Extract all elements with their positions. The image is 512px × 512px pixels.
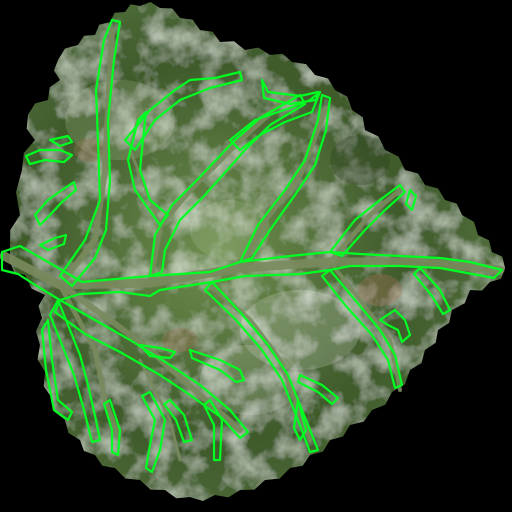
leaf-veins <box>0 27 505 462</box>
vein-segmentation-outlines <box>0 18 504 474</box>
leaf-blade <box>10 2 505 501</box>
